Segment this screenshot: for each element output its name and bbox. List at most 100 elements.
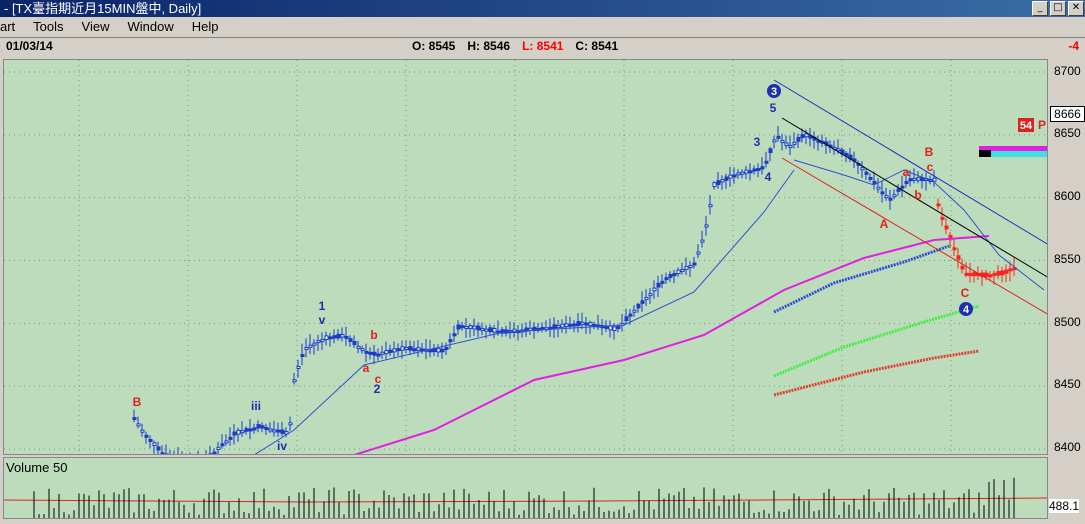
candle-body [692, 262, 697, 266]
candle-body [232, 431, 237, 436]
wave-3-circle-circle [767, 84, 781, 98]
candle-body [484, 328, 489, 332]
wave-4-label: 4 [765, 170, 772, 184]
candle-body [488, 327, 493, 333]
candle-body [136, 423, 141, 427]
candle-body [836, 148, 841, 152]
candle-body [272, 429, 277, 433]
candle-body [264, 427, 269, 431]
candle-body [988, 274, 993, 278]
menu-tools[interactable]: Tools [33, 19, 64, 34]
wave-3-label: 3 [754, 135, 761, 149]
candle-body [960, 265, 965, 270]
candle-body [676, 269, 681, 275]
candle-body [584, 322, 589, 326]
candle-body [716, 180, 721, 186]
volume-canvas [4, 477, 1047, 518]
axis-tick: 8650 [1054, 126, 1081, 140]
change-value: -4 [1068, 39, 1079, 53]
candle-body [792, 141, 797, 145]
wave-v-label: v [319, 313, 326, 327]
candle-body [464, 325, 469, 329]
candle-body [688, 265, 693, 269]
candle-body [952, 247, 957, 251]
restore-button[interactable]: □ [1050, 1, 1066, 16]
candle-body [552, 324, 557, 329]
minimize-button[interactable]: _ [1032, 1, 1048, 16]
candle-body [708, 204, 713, 208]
title-bar: - [TX臺指期近月15MIN盤中, Daily] _ □ ✕ [0, 0, 1085, 17]
close-value: C: 8541 [575, 39, 619, 53]
candle-body [312, 342, 317, 346]
candle-body [608, 325, 613, 331]
candle-body [964, 272, 969, 276]
candle-body [380, 351, 385, 355]
axis-tick: 8600 [1054, 189, 1081, 203]
wave-3-circle: 3 [771, 86, 777, 98]
candle-body [456, 324, 461, 330]
candle-body [720, 179, 725, 183]
candle-body [652, 287, 657, 292]
volume-label: Volume 50 [6, 460, 68, 475]
candle-body [280, 429, 285, 434]
candle-body [360, 348, 365, 352]
candle-body [404, 346, 409, 350]
candle-body [308, 344, 313, 348]
candle-body [788, 144, 793, 148]
wave-2-label: 2 [374, 382, 381, 396]
axis-tick: 8500 [1054, 315, 1081, 329]
candle-body [704, 224, 709, 228]
candle-body [220, 443, 225, 447]
candle-body [368, 351, 373, 355]
candle-body [340, 334, 345, 338]
candle-body [868, 176, 873, 180]
grid [4, 60, 1047, 454]
ma-magenta-line [353, 235, 990, 454]
candle-body [348, 338, 353, 342]
channel-low [781, 157, 1047, 315]
menu-help[interactable]: Help [191, 19, 219, 34]
candle-body [944, 225, 949, 230]
window-title: - [TX臺指期近月15MIN盤中, Daily] [4, 1, 202, 16]
candle-body [148, 438, 153, 442]
menu-chart[interactable]: art [0, 19, 16, 34]
close-button[interactable]: ✕ [1068, 1, 1084, 16]
candle-body [328, 336, 333, 340]
wave-B-left-label: B [133, 395, 142, 409]
candle-body [436, 347, 441, 353]
candle-body [276, 429, 281, 433]
candle-body [588, 322, 593, 327]
candle-body [576, 321, 581, 327]
candle-body [476, 325, 481, 331]
candle-body [356, 345, 361, 349]
menu-window[interactable]: Window [127, 19, 174, 34]
candle-body [1008, 268, 1013, 272]
candle-body [344, 335, 349, 339]
candle-body [288, 422, 293, 426]
candle-body [244, 428, 249, 432]
candle-body [612, 326, 617, 332]
candle-body [744, 169, 749, 174]
candle-body [616, 325, 621, 329]
candle-body [892, 194, 897, 198]
marker-bar-black [979, 150, 991, 157]
candle-body [480, 327, 485, 331]
candle-body [320, 338, 325, 342]
candle-body [336, 333, 341, 339]
candle-body [156, 446, 161, 451]
ma-green-projection [773, 304, 980, 378]
candle-body [796, 136, 801, 142]
ma-red-projection [773, 349, 980, 397]
menu-view[interactable]: View [81, 19, 110, 34]
candle-body [624, 316, 629, 322]
candle-body [984, 272, 989, 278]
wave-A-label: A [880, 217, 889, 231]
candle-body [132, 417, 137, 421]
volume-last-value: 488.1 [1049, 499, 1080, 513]
volume-chart[interactable]: Volume 50 [3, 457, 1048, 519]
candle-body [412, 348, 417, 352]
candle-body [500, 329, 505, 334]
candle-body [304, 346, 309, 350]
candle-body [372, 351, 377, 356]
